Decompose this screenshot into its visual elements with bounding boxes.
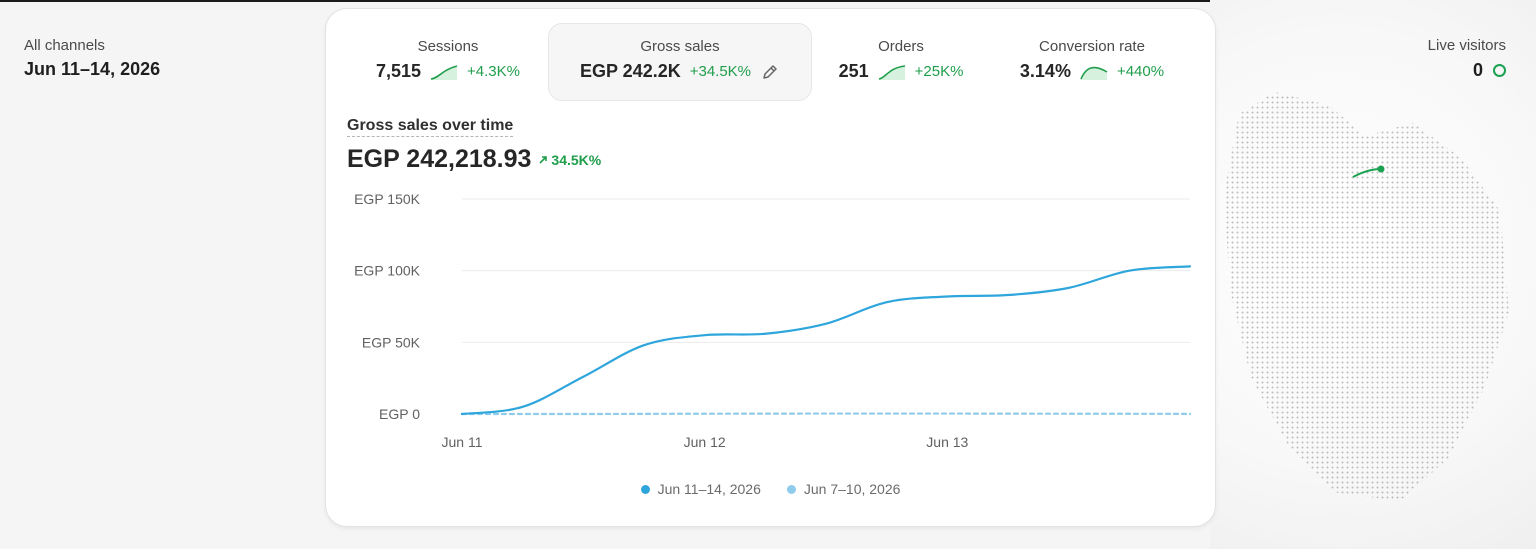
metric-label: Sessions — [417, 38, 479, 55]
metric-label: Conversion rate — [1039, 38, 1145, 55]
line-chart: EGP 150K EGP 100K EGP 50K EGP 0 Jun 11 Jun 12… — [354, 191, 1192, 450]
chart-total: EGP 242,218.93 34.5K% — [347, 145, 601, 174]
metric-value: 7,515 — [375, 61, 422, 81]
metric-delta: +34.5K% — [689, 63, 752, 80]
metric-delta: +440% — [1116, 63, 1165, 80]
metric-value: EGP 242.2K — [579, 61, 681, 81]
x-tick-label: Jun 11 — [442, 434, 483, 450]
metric-value: 3.14% — [1019, 61, 1071, 81]
legend-swatch-current — [640, 484, 650, 494]
metric-conversion-rate[interactable]: Conversion rate 3.14% +440% — [996, 27, 1188, 99]
legend-swatch-previous — [786, 484, 796, 494]
chart-change: 34.5K% — [538, 152, 601, 168]
chart-total-value: EGP 242,218.93 — [347, 145, 532, 173]
live-visitors[interactable]: Live visitors 0 — [1428, 37, 1506, 81]
chart-legend: Jun 11–14, 2026 Jun 7–10, 2026 — [326, 481, 1215, 497]
sparkline-icon — [1080, 66, 1108, 80]
analytics-card: Sessions 7,515 +4.3K% Gross sales EGP 24… — [325, 8, 1216, 527]
metric-delta: +4.3K% — [467, 63, 520, 80]
metric-orders[interactable]: Orders 251 +25K% — [816, 27, 986, 99]
legend-item-previous[interactable]: Jun 7–10, 2026 — [786, 481, 901, 497]
metric-gross-sales[interactable]: Gross sales EGP 242.2K +34.5K% — [548, 23, 812, 101]
legend-label-current: Jun 11–14, 2026 — [657, 481, 761, 497]
channel-filter[interactable]: All channels Jun 11–14, 2026 — [24, 37, 160, 80]
metric-value: 251 — [838, 61, 869, 81]
x-tick-label: Jun 12 — [684, 434, 726, 450]
x-tick-label: Jun 13 — [926, 434, 968, 450]
metric-label: Orders — [878, 38, 924, 55]
sparkline-icon — [430, 64, 458, 80]
legend-label-previous: Jun 7–10, 2026 — [803, 481, 901, 497]
chart-change-value: 34.5K% — [551, 151, 602, 168]
live-visitors-count: 0 — [1472, 60, 1483, 80]
y-tick-label: EGP 0 — [379, 406, 420, 422]
live-status-icon — [1493, 64, 1506, 77]
sparkline-icon — [878, 64, 905, 80]
arrow-up-right-icon — [539, 155, 548, 164]
metric-label: Gross sales — [640, 38, 720, 55]
legend-item-current[interactable]: Jun 11–14, 2026 — [640, 481, 761, 497]
top-border — [0, 0, 1536, 2]
chart-title[interactable]: Gross sales over time — [347, 117, 514, 137]
y-tick-label: EGP 150K — [354, 191, 421, 207]
date-range: Jun 11–14, 2026 — [24, 59, 161, 79]
metric-sessions[interactable]: Sessions 7,515 +4.3K% — [356, 27, 540, 99]
series-line-current — [460, 265, 1192, 416]
live-visitors-label: Live visitors — [1427, 37, 1506, 54]
live-visitor-arc-icon — [1352, 165, 1385, 178]
edit-pencil-icon[interactable] — [760, 62, 780, 82]
y-tick-label: EGP 100K — [354, 263, 421, 279]
channel-label: All channels — [24, 37, 105, 54]
metric-delta: +25K% — [914, 63, 964, 80]
y-tick-label: EGP 50K — [362, 334, 421, 350]
